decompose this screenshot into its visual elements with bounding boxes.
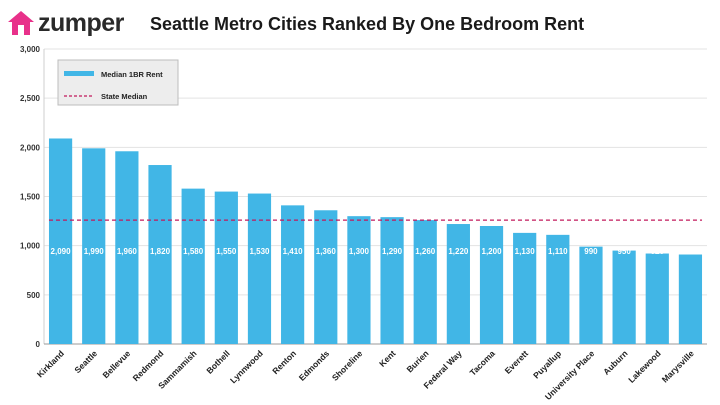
y-tick-label: 1,500 xyxy=(20,193,41,202)
x-tick-label: Burien xyxy=(405,348,431,374)
bar xyxy=(181,188,205,344)
bar xyxy=(82,148,106,344)
x-tick-label: Redmond xyxy=(131,348,166,383)
bar xyxy=(247,193,272,344)
x-tick-label: Lakewood xyxy=(626,348,662,384)
data-label: 1,260 xyxy=(415,247,436,256)
data-label: 1,360 xyxy=(316,247,337,256)
bar xyxy=(579,246,603,344)
y-tick-label: 1,000 xyxy=(20,242,41,251)
x-tick-label: Puyallup xyxy=(531,348,563,380)
data-label: 1,290 xyxy=(382,247,403,256)
bar xyxy=(48,138,73,344)
data-label: 2,090 xyxy=(51,247,72,256)
y-tick-label: 2,000 xyxy=(20,143,41,152)
bar xyxy=(645,253,669,344)
x-tick-label: Tacoma xyxy=(468,348,498,378)
brand-name: zumper xyxy=(38,8,124,37)
bar xyxy=(214,191,238,344)
data-label: 920 xyxy=(651,247,665,256)
x-tick-label: Everett xyxy=(503,348,531,376)
chart-title: Seattle Metro Cities Ranked By One Bedro… xyxy=(150,14,585,34)
bar xyxy=(612,250,636,344)
y-tick-label: 500 xyxy=(27,291,41,300)
legend-label-state-median: State Median xyxy=(101,92,148,101)
legend-swatch-median xyxy=(64,71,94,76)
data-label: 990 xyxy=(584,247,598,256)
bar xyxy=(380,217,404,344)
bar xyxy=(281,205,305,344)
data-label: 1,580 xyxy=(183,247,204,256)
bar xyxy=(413,220,437,344)
x-tick-label: Kent xyxy=(377,348,398,369)
zumper-logo: zumper xyxy=(6,8,124,38)
x-tick-label: Marysville xyxy=(660,348,696,384)
bar xyxy=(446,224,470,344)
data-label: 1,990 xyxy=(84,247,105,256)
bar xyxy=(148,165,172,344)
x-tick-label: Auburn xyxy=(601,348,629,376)
legend: Median 1BR Rent State Median xyxy=(57,59,179,106)
x-tick-label: Kirkland xyxy=(35,348,66,379)
bar xyxy=(347,216,371,344)
bar xyxy=(513,232,537,344)
house-icon xyxy=(8,11,34,35)
data-label: 910 xyxy=(684,247,698,256)
data-label: 1,550 xyxy=(216,247,237,256)
bar xyxy=(115,151,139,344)
data-label: 1,130 xyxy=(515,247,536,256)
x-tick-label: Lynnwood xyxy=(228,348,265,385)
bar xyxy=(314,210,338,344)
data-label: 1,110 xyxy=(548,247,568,256)
y-tick-label: 3,000 xyxy=(20,45,41,54)
data-label: 1,960 xyxy=(117,247,138,256)
data-label: 1,200 xyxy=(482,247,503,256)
bar xyxy=(479,226,504,344)
data-label: 1,300 xyxy=(349,247,370,256)
x-tick-label: Seattle xyxy=(72,348,99,375)
legend-label-median: Median 1BR Rent xyxy=(101,70,163,79)
data-label: 1,820 xyxy=(150,247,171,256)
data-label: 1,530 xyxy=(249,247,270,256)
y-tick-label: 2,500 xyxy=(20,94,41,103)
data-label: 1,220 xyxy=(448,247,469,256)
x-tick-label: Bellevue xyxy=(100,348,132,380)
bars: 2,090 1,990 1,960 1,820 1,580 1,550 1,530 1,410… xyxy=(48,138,703,344)
x-tick-label: Shoreline xyxy=(330,348,365,383)
y-tick-label: 0 xyxy=(36,340,41,349)
legend-box xyxy=(57,59,179,106)
data-label: 950 xyxy=(617,247,631,256)
bar xyxy=(546,234,570,344)
x-tick-label: Renton xyxy=(270,348,298,376)
x-tick-label: Bothell xyxy=(204,348,231,375)
bar xyxy=(678,254,703,344)
data-label: 1,410 xyxy=(283,247,304,256)
x-tick-label: Edmonds xyxy=(297,348,332,383)
